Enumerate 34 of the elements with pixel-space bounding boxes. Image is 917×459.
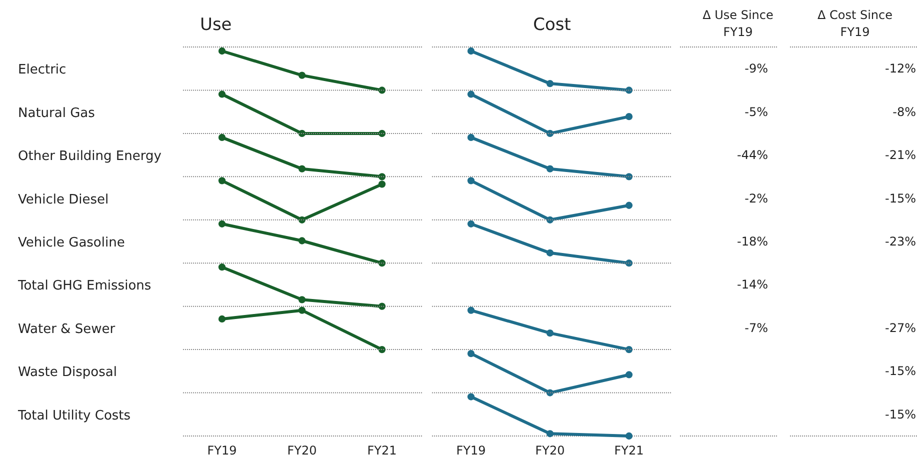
x-tick-label: FY19 <box>207 444 237 458</box>
text: Δ Cost Since FY19 <box>817 8 893 39</box>
text: -2% <box>744 191 768 206</box>
text: -44% <box>736 148 768 162</box>
text: -5% <box>744 104 768 119</box>
text: -18% <box>736 234 768 248</box>
text: Total Utility Costs <box>17 408 131 424</box>
text: -15% <box>884 364 916 378</box>
y-axis-title: Water & Sewer <box>18 322 116 337</box>
text: -21% <box>884 148 916 162</box>
chart-title: Cost <box>533 15 572 35</box>
text: -8% <box>892 104 916 119</box>
y-axis-title: Total GHG Emissions <box>17 278 152 294</box>
text: -15% <box>884 407 916 422</box>
x-tick-label: FY20 <box>287 444 317 458</box>
x-tick-label: FY19 <box>456 444 486 458</box>
x-tick-label: FY21 <box>614 444 644 458</box>
text: Waste Disposal <box>18 365 117 380</box>
text: -27% <box>884 320 916 335</box>
text: -23% <box>884 234 916 248</box>
chart-title: Use <box>200 15 232 35</box>
x-tick-label: FY20 <box>535 444 565 458</box>
x-tick-label: FY21 <box>367 444 397 458</box>
text: -12% <box>884 62 916 76</box>
y-axis-title: Vehicle Diesel <box>18 192 109 208</box>
y-axis-title: Electric <box>18 62 66 78</box>
text: -9% <box>744 62 768 76</box>
text: -7% <box>744 320 768 335</box>
text: -15% <box>884 191 916 206</box>
y-axis-title: Natural Gas <box>18 106 96 121</box>
y-axis-title: Vehicle Gasoline <box>18 236 125 250</box>
y-axis-title: Other Building Energy <box>18 149 162 164</box>
text: -14% <box>736 278 768 292</box>
text: Δ Use Since FY19 <box>702 8 774 39</box>
